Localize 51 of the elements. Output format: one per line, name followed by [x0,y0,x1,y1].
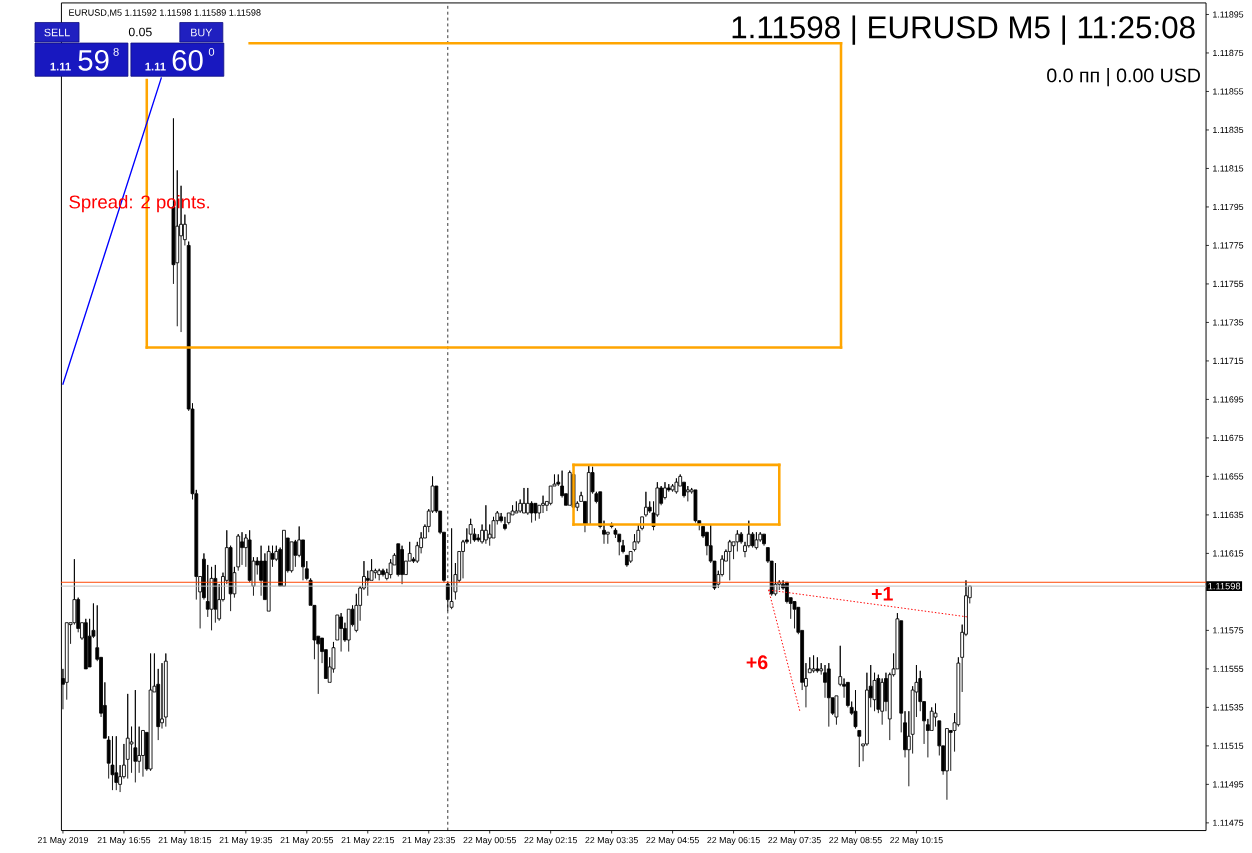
ref-line-label: 1.11598 [1208,582,1241,590]
y-tick-label: 1.11535 [1213,704,1244,711]
chart-title: 1.11598 | EURUSD M5 | 11:25:08 [732,15,1195,45]
x-tick-label: 21 May 20:55 [280,836,334,845]
x-tick-label: 22 May 02:15 [524,836,577,845]
y-tick-label: 1.11475 [1213,819,1244,826]
y-tick-label: 1.11695 [1213,396,1244,403]
y-tick-label: 1.11655 [1213,473,1244,480]
annotation: 1.11 [145,62,166,71]
y-tick-label: 1.11815 [1213,165,1244,172]
annotation: BUY [191,28,213,37]
y-tick-label: 1.11855 [1213,88,1244,95]
annotation: 60 [172,49,203,71]
annotation: +1 [871,587,893,601]
y-tick-label: 1.11635 [1213,511,1244,518]
x-tick-label: 22 May 10:15 [890,836,943,845]
x-tick-label: 22 May 07:35 [768,836,821,845]
x-tick-label: 22 May 06:15 [707,836,760,845]
y-tick-label: 1.11835 [1213,126,1244,134]
x-tick-label: 21 May 23:35 [402,836,456,845]
y-tick-label: 1.11575 [1213,627,1244,634]
y-tick-label: 1.11495 [1213,781,1244,788]
x-tick-label: 21 May 2019 [37,836,88,845]
annotation: SELL [44,28,70,37]
x-tick-label: 22 May 03:35 [585,836,638,845]
annotation: 0 [208,47,215,56]
y-tick-label: 1.11755 [1213,280,1244,287]
y-tick-label: 1.11675 [1213,434,1244,442]
annotation: +6 [746,655,768,670]
text: EURUSD,M5 1.11592 1.11598 1.11589 1.11598 [69,9,261,17]
y-tick-label: 1.11795 [1213,203,1244,211]
y-tick-label: 1.11715 [1213,357,1244,364]
y-tick-label: 1.11875 [1213,49,1244,57]
y-tick-label: 1.11735 [1213,319,1244,326]
x-tick-label: 22 May 00:55 [463,836,516,845]
y-tick-label: 1.11775 [1213,242,1244,249]
x-tick-label: 21 May 16:55 [97,836,151,845]
x-tick-label: 21 May 19:35 [219,836,273,845]
annotation: 8 [113,47,119,56]
y-tick-label: 1.11555 [1213,665,1244,672]
x-tick-label: 22 May 08:55 [829,836,882,845]
x-tick-label: 21 May 22:15 [341,836,395,845]
y-tick-label: 1.11515 [1213,742,1244,749]
annotation: 0.0 пп | 0.00 USD [1047,67,1201,87]
annotation: 0.05 [128,27,152,37]
annotation: 59 [78,49,109,71]
annotation: 1.11 [50,62,71,71]
y-tick-label: 1.11895 [1213,11,1244,18]
x-tick-label: 22 May 04:55 [646,836,699,845]
y-tick-label: 1.11615 [1213,550,1244,557]
x-tick-label: 21 May 18:15 [158,836,212,845]
